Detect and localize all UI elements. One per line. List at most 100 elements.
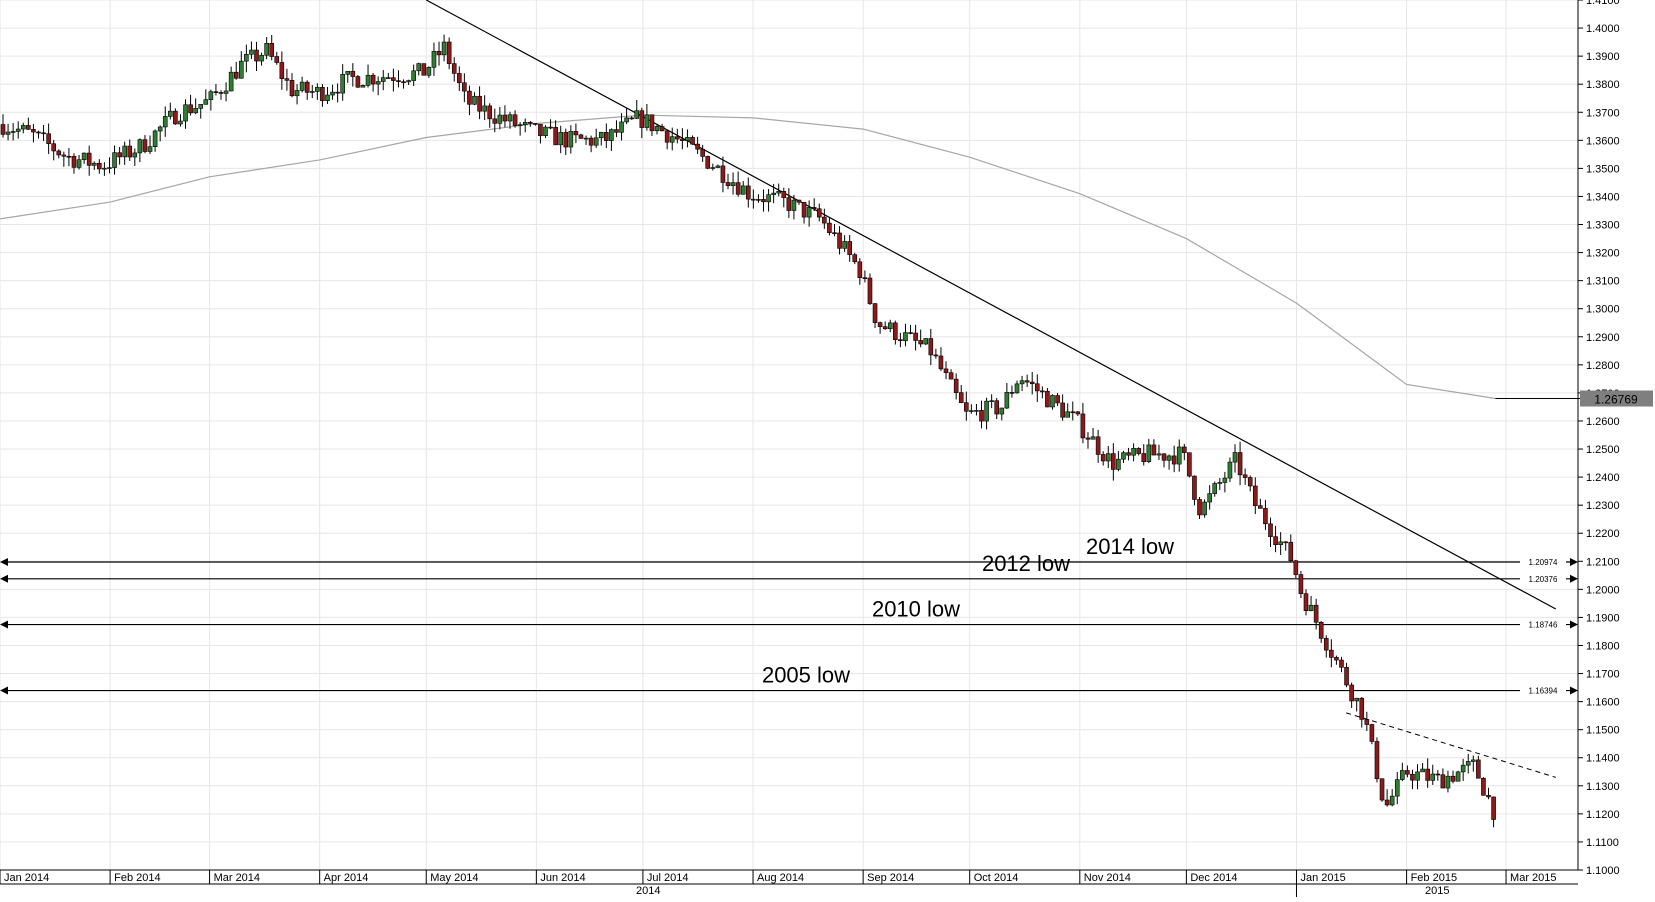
candle-up xyxy=(558,132,564,146)
candle-down xyxy=(386,77,391,79)
ma-value-label: 1.26769 xyxy=(1594,393,1638,407)
y-tick-label: 1.2000 xyxy=(1586,584,1620,596)
candle-up xyxy=(1050,395,1055,408)
candle-up xyxy=(375,81,381,85)
candle-down xyxy=(913,332,918,341)
candle-down xyxy=(401,81,406,84)
y-tick-label: 1.1700 xyxy=(1586,669,1620,681)
y-tick-label: 1.1900 xyxy=(1586,612,1620,624)
candle-up xyxy=(107,167,112,169)
candle-up xyxy=(1019,380,1025,385)
candle-down xyxy=(1491,796,1496,820)
candle-down xyxy=(127,145,133,158)
candle-down xyxy=(882,326,888,330)
candle-up xyxy=(406,80,411,83)
x-tick-label: Feb 2015 xyxy=(1411,872,1457,884)
candle-down xyxy=(0,124,6,135)
candle-down xyxy=(1268,523,1273,537)
candle-up xyxy=(1176,446,1182,465)
y-tick-label: 1.2300 xyxy=(1586,500,1620,512)
candle-up xyxy=(903,332,908,342)
candle-up xyxy=(1065,411,1070,418)
candle-down xyxy=(781,191,787,198)
candle-down xyxy=(761,199,766,203)
x-tick-label: Jan 2015 xyxy=(1300,872,1345,884)
y-tick-label: 1.2600 xyxy=(1586,416,1620,428)
candle-down xyxy=(254,49,259,62)
candle-down xyxy=(1359,697,1365,720)
candle-down xyxy=(928,338,934,356)
candle-up xyxy=(168,110,173,117)
candle-up xyxy=(776,191,782,194)
candle-up xyxy=(137,139,143,154)
candle-down xyxy=(1334,657,1339,661)
candle-down xyxy=(553,127,558,146)
candle-up xyxy=(325,94,330,102)
y-tick-label: 1.4100 xyxy=(1586,0,1620,7)
candle-down xyxy=(563,132,569,148)
candle-down xyxy=(1339,659,1344,668)
y-tick-label: 1.4000 xyxy=(1586,23,1620,35)
candle-down xyxy=(1435,773,1441,776)
candle-down xyxy=(822,216,827,224)
candle-up xyxy=(294,90,300,97)
x-tick-label: Nov 2014 xyxy=(1084,872,1131,884)
y-tick-label: 1.1400 xyxy=(1586,753,1620,765)
candle-down xyxy=(1486,795,1491,798)
x-tick-label: Aug 2014 xyxy=(757,872,804,884)
candle-down xyxy=(1252,485,1258,506)
candlesticks xyxy=(0,34,1496,828)
candle-down xyxy=(1034,383,1040,392)
candle-down xyxy=(573,131,579,136)
candle-up xyxy=(249,49,254,55)
candle-up xyxy=(609,129,614,141)
candle-down xyxy=(71,156,77,168)
candle-down xyxy=(963,402,969,412)
candle-up xyxy=(974,410,979,412)
candle-down xyxy=(852,254,858,263)
candle-down xyxy=(1450,775,1456,782)
candle-down xyxy=(796,199,802,203)
candle-down xyxy=(832,232,837,234)
candle-up xyxy=(5,131,11,135)
candle-up xyxy=(264,42,269,56)
candle-down xyxy=(1344,666,1349,686)
y-tick-label: 1.3100 xyxy=(1586,276,1620,288)
candle-up xyxy=(1227,461,1233,479)
candle-up xyxy=(771,192,776,195)
y-tick-label: 1.2100 xyxy=(1586,556,1620,568)
candle-down xyxy=(31,129,36,133)
candle-down xyxy=(97,162,102,170)
dashed-trendline xyxy=(1346,712,1556,778)
candle-down xyxy=(36,131,41,134)
candle-up xyxy=(360,85,366,88)
candle-up xyxy=(1415,771,1420,781)
y-tick-label: 1.2900 xyxy=(1586,332,1620,344)
candle-up xyxy=(426,67,432,76)
candle-down xyxy=(396,80,401,83)
candle-down xyxy=(604,132,609,141)
candle-down xyxy=(512,114,518,126)
level-label-bg xyxy=(1520,684,1566,697)
moving-average: 1.26769 xyxy=(0,114,1653,407)
y-tick-label: 1.2500 xyxy=(1586,444,1620,456)
x-tick-label: Sep 2014 xyxy=(867,872,914,884)
level-arrow-left xyxy=(0,574,8,583)
candle-up xyxy=(183,104,188,122)
candle-down xyxy=(690,137,695,145)
candle-up xyxy=(203,99,209,105)
candle-up xyxy=(238,60,244,79)
candle-up xyxy=(766,194,771,203)
candle-up xyxy=(315,87,320,92)
candle-down xyxy=(456,73,462,84)
candle-up xyxy=(1207,493,1212,503)
candle-down xyxy=(284,78,290,81)
candle-down xyxy=(1075,411,1081,415)
candle-up xyxy=(1166,455,1172,461)
candle-up xyxy=(654,126,660,132)
candle-down xyxy=(1161,453,1167,461)
x-tick-label: Jul 2014 xyxy=(647,872,689,884)
candle-up xyxy=(624,117,629,123)
candle-down xyxy=(421,63,427,76)
